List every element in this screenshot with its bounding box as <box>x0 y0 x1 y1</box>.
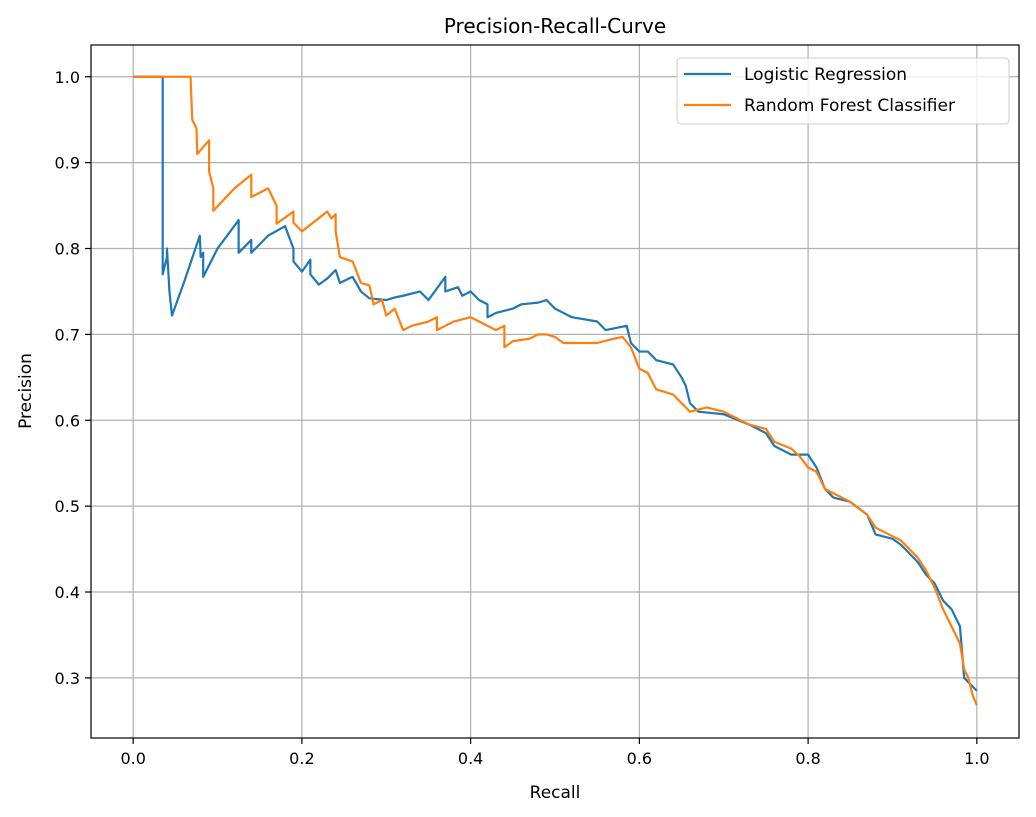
x-tick-label-0-4: 0.4 <box>458 749 483 768</box>
y-tick-label-0-9: 0.9 <box>55 154 80 173</box>
y-tick-label-0-4: 0.4 <box>55 583 80 602</box>
y-tick-label-0-7: 0.7 <box>55 325 80 344</box>
legend-label-random-forest: Random Forest Classifier <box>744 96 955 116</box>
plot-frame <box>90 44 1020 739</box>
x-tick-label-0-6: 0.6 <box>627 749 652 768</box>
axis-ticks: 0.0 0.2 0.4 0.6 0.8 1.0 0.3 0.4 0.5 0.6 0.7 0.8 0.9 1… <box>55 68 990 768</box>
y-tick-label-1-0: 1.0 <box>55 68 80 87</box>
chart-title: Precision-Recall-Curve <box>444 14 666 38</box>
y-tick-label-0-5: 0.5 <box>55 497 80 516</box>
legend-label-logistic-regression: Logistic Regression <box>744 65 907 85</box>
x-tick-label-1-0: 1.0 <box>964 749 989 768</box>
x-tick-label-0-8: 0.8 <box>795 749 820 768</box>
y-tick-label-0-6: 0.6 <box>55 411 80 430</box>
legend-box <box>676 57 1010 125</box>
series-line-random-forest-classifier <box>133 75 978 706</box>
y-axis-label: Precision <box>16 353 36 429</box>
x-tick-label-0-2: 0.2 <box>289 749 314 768</box>
y-tick-label-0-8: 0.8 <box>55 240 80 259</box>
x-tick-label-0-0: 0.0 <box>120 749 145 768</box>
series-lines <box>133 75 978 706</box>
grid-lines <box>91 45 1019 738</box>
legend: Logistic Regression Random Forest Classi… <box>676 57 1010 125</box>
y-tick-label-0-3: 0.3 <box>55 669 80 688</box>
series-line-logistic-regression <box>133 75 978 692</box>
x-axis-label: Recall <box>530 783 581 803</box>
